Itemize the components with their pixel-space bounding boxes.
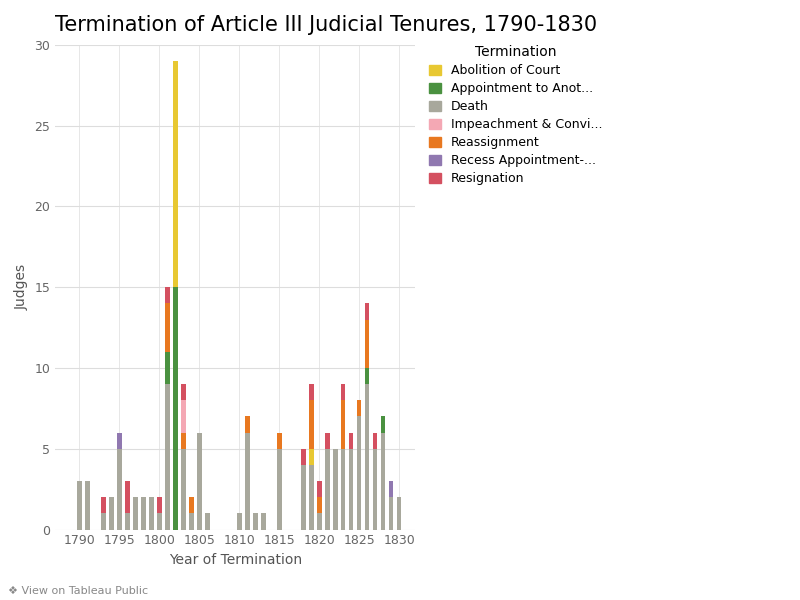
Bar	[173, 287, 178, 530]
Text: ❖ View on Tableau Public: ❖ View on Tableau Public	[8, 586, 148, 596]
Bar	[245, 433, 250, 530]
Bar	[309, 449, 314, 465]
Bar	[349, 433, 354, 449]
Bar	[165, 384, 170, 530]
Bar	[309, 400, 314, 449]
Bar	[117, 433, 122, 449]
Bar	[373, 433, 378, 449]
Bar	[365, 304, 370, 320]
Bar	[181, 400, 186, 433]
Bar	[357, 400, 362, 416]
Bar	[181, 433, 186, 449]
Bar	[333, 449, 338, 530]
Bar	[181, 384, 186, 400]
Bar	[309, 465, 314, 530]
Bar	[125, 481, 130, 514]
Bar	[277, 433, 282, 449]
Bar	[301, 449, 306, 465]
Bar	[325, 449, 330, 530]
Bar	[197, 433, 202, 530]
Bar	[365, 320, 370, 368]
Bar	[85, 481, 90, 530]
Bar	[133, 497, 138, 530]
Bar	[189, 514, 194, 530]
Bar	[357, 416, 362, 530]
Bar	[325, 433, 330, 449]
Legend: Abolition of Court, Appointment to Anot..., Death, Impeachment & Convi..., Reass: Abolition of Court, Appointment to Anot.…	[425, 41, 606, 189]
Bar	[365, 368, 370, 384]
Bar	[165, 304, 170, 352]
Bar	[157, 497, 162, 514]
Bar	[365, 384, 370, 530]
Bar	[277, 449, 282, 530]
Bar	[261, 514, 266, 530]
Bar	[373, 449, 378, 530]
Bar	[101, 514, 106, 530]
Bar	[389, 481, 394, 497]
Bar	[117, 449, 122, 530]
Bar	[181, 449, 186, 530]
Bar	[125, 514, 130, 530]
Text: Termination of Article III Judicial Tenures, 1790-1830: Termination of Article III Judicial Tenu…	[55, 15, 598, 35]
Bar	[245, 416, 250, 433]
Bar	[317, 514, 322, 530]
Y-axis label: Judges: Judges	[15, 264, 29, 310]
Bar	[173, 61, 178, 287]
Bar	[165, 352, 170, 384]
Bar	[397, 497, 402, 530]
Bar	[317, 481, 322, 497]
Bar	[301, 465, 306, 530]
Bar	[341, 449, 346, 530]
Bar	[341, 384, 346, 400]
X-axis label: Year of Termination: Year of Termination	[169, 553, 302, 567]
Bar	[205, 514, 210, 530]
Bar	[237, 514, 242, 530]
Bar	[389, 497, 394, 530]
Bar	[141, 497, 146, 530]
Bar	[101, 497, 106, 514]
Bar	[189, 497, 194, 514]
Bar	[381, 416, 386, 433]
Bar	[149, 497, 154, 530]
Bar	[381, 433, 386, 530]
Bar	[253, 514, 258, 530]
Bar	[349, 449, 354, 530]
Bar	[77, 481, 82, 530]
Bar	[165, 287, 170, 304]
Bar	[341, 400, 346, 449]
Bar	[309, 384, 314, 400]
Bar	[157, 514, 162, 530]
Bar	[317, 497, 322, 514]
Bar	[109, 497, 114, 530]
